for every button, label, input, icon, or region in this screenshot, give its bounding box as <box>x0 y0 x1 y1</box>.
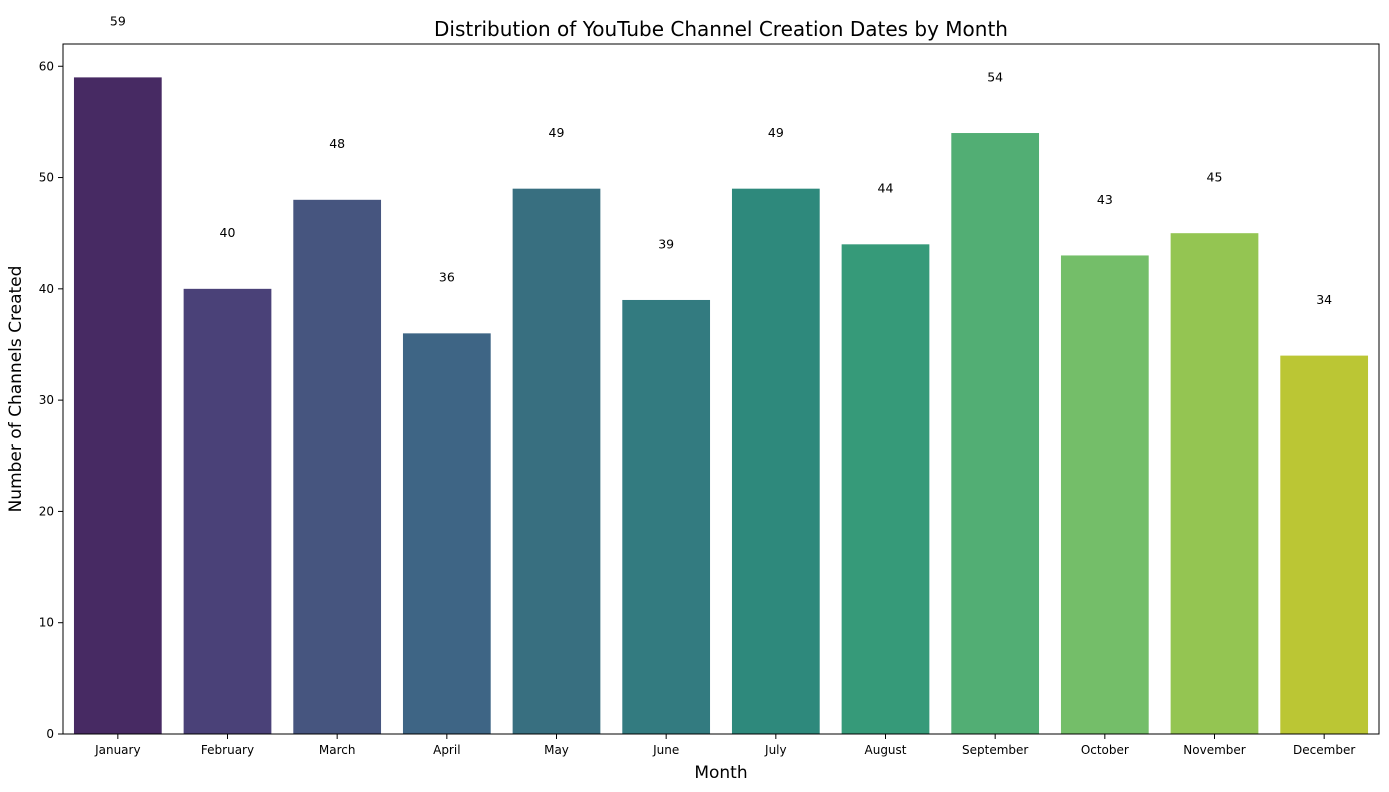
data-label-may: 49 <box>549 125 565 140</box>
data-label-august: 44 <box>878 181 894 196</box>
x-tick-label: July <box>764 743 787 757</box>
y-tick-label: 0 <box>46 727 54 741</box>
bar-february <box>183 288 272 734</box>
bar-april <box>402 333 491 734</box>
plot-frame <box>62 43 1380 735</box>
data-label-september: 54 <box>987 69 1003 84</box>
data-label-june: 39 <box>658 236 674 251</box>
y-tick-label: 10 <box>39 616 54 630</box>
data-label-december: 34 <box>1316 292 1332 307</box>
x-tick-label: May <box>544 743 569 757</box>
bar-october <box>1060 255 1149 735</box>
x-axis-label: Month <box>694 763 747 783</box>
data-label-april: 36 <box>439 270 455 285</box>
x-tick-label: October <box>1081 743 1129 757</box>
bar-august <box>841 244 930 735</box>
data-labels-group: 59 40 48 36 49 39 49 44 54 43 45 34 <box>110 14 1332 307</box>
x-tick-label: September <box>962 743 1028 757</box>
y-axis-label: Number of Channels Created <box>6 266 26 513</box>
y-tick-label: 50 <box>39 171 54 185</box>
data-label-january: 59 <box>110 14 126 29</box>
bar-may <box>512 188 601 734</box>
data-label-november: 45 <box>1207 170 1223 185</box>
data-label-october: 43 <box>1097 192 1113 207</box>
x-tick-label: April <box>433 743 460 757</box>
y-tick-label: 60 <box>39 59 54 73</box>
data-label-july: 49 <box>768 125 784 140</box>
x-tick-label: March <box>319 743 356 757</box>
bar-july <box>731 188 820 734</box>
x-tick-label: November <box>1183 743 1245 757</box>
y-tick-label: 30 <box>39 393 54 407</box>
chart-title: Distribution of YouTube Channel Creation… <box>434 17 1008 41</box>
bar-september <box>951 133 1040 735</box>
x-tick-label: January <box>94 743 141 757</box>
x-tick-label: February <box>201 743 254 757</box>
x-tick-label: December <box>1293 743 1355 757</box>
x-axis-ticks: January February March April May June July Augu… <box>94 734 1355 757</box>
x-tick-label: August <box>865 743 907 757</box>
y-axis-ticks: 0 10 20 30 40 50 60 <box>39 59 63 741</box>
data-label-february: 40 <box>220 225 236 240</box>
bar-november <box>1170 233 1259 734</box>
x-tick-label: June <box>652 743 679 757</box>
bar-march <box>293 199 382 734</box>
bar-june <box>622 299 711 734</box>
data-label-march: 48 <box>329 136 345 151</box>
y-tick-label: 20 <box>39 504 54 518</box>
bars-group <box>73 77 1369 735</box>
y-tick-label: 40 <box>39 282 54 296</box>
bar-january <box>73 77 162 735</box>
bar-december <box>1280 355 1369 734</box>
